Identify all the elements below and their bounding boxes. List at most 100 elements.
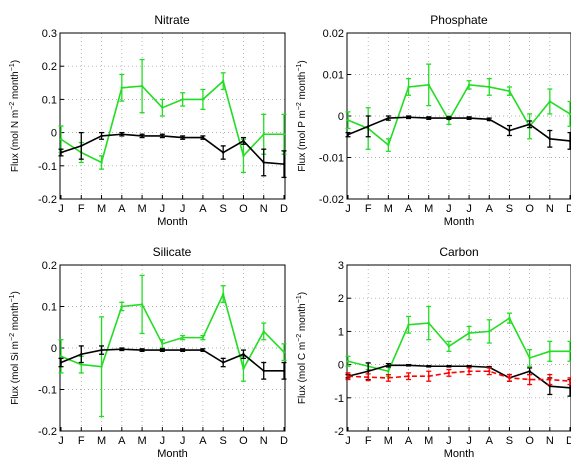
data-point bbox=[407, 85, 410, 89]
series-line bbox=[60, 133, 285, 165]
series-line bbox=[347, 370, 571, 382]
series-1 bbox=[345, 362, 571, 397]
panel-nitrate: J F M A M J J A S O N D-0.2-0.100.10.20.3NitrateMon… bbox=[9, 13, 288, 228]
data-point bbox=[80, 144, 83, 148]
y-tick-label: 0 bbox=[338, 111, 344, 123]
series-line bbox=[347, 364, 571, 389]
data-point bbox=[282, 133, 286, 136]
x-tick-label: M bbox=[97, 203, 106, 215]
x-tick-label: M bbox=[384, 203, 393, 215]
y-label-text: month bbox=[10, 302, 21, 333]
x-tick-label: J bbox=[160, 435, 166, 447]
x-tick-label: A bbox=[405, 203, 413, 215]
y-label-superscript: −1 bbox=[296, 64, 303, 72]
y-tick-label: 0 bbox=[51, 128, 57, 140]
data-point bbox=[201, 136, 205, 139]
data-point bbox=[221, 361, 225, 364]
data-point bbox=[181, 348, 184, 352]
y-label-text: Flux (mol C m bbox=[297, 342, 308, 404]
data-point bbox=[242, 154, 245, 158]
plot-frame bbox=[346, 264, 571, 432]
data-point bbox=[407, 375, 410, 378]
data-point bbox=[387, 370, 390, 373]
data-point bbox=[161, 106, 164, 109]
x-tick-label: N bbox=[260, 203, 268, 215]
y-label-text: ) bbox=[10, 60, 21, 63]
x-tick-label: M bbox=[138, 435, 147, 447]
series-line bbox=[347, 84, 571, 147]
y-tick-label: 2 bbox=[338, 293, 344, 305]
data-point bbox=[282, 162, 286, 166]
data-point bbox=[80, 363, 83, 366]
data-point bbox=[262, 369, 265, 373]
data-point bbox=[467, 370, 471, 373]
x-tick-label: O bbox=[525, 203, 534, 215]
series-line bbox=[60, 348, 284, 372]
x-tick-label: J bbox=[180, 435, 186, 447]
data-point bbox=[488, 85, 491, 89]
y-tick-label: 0 bbox=[338, 360, 344, 372]
y-label-superscript: −2 bbox=[296, 334, 303, 342]
y-label-text: Flux (mol N m bbox=[10, 110, 21, 172]
data-point bbox=[528, 123, 531, 126]
series-line bbox=[347, 116, 571, 142]
data-point bbox=[387, 364, 390, 367]
data-point bbox=[387, 376, 390, 380]
x-tick-label: D bbox=[280, 435, 288, 447]
series-0 bbox=[345, 63, 571, 152]
x-tick-label: D bbox=[566, 203, 571, 215]
series-line bbox=[60, 291, 285, 371]
data-point bbox=[427, 83, 430, 87]
data-point bbox=[80, 353, 83, 356]
x-tick-label: N bbox=[546, 203, 554, 215]
y-tick-label: -0.1 bbox=[38, 385, 57, 397]
y-label-text: ) bbox=[10, 291, 21, 294]
y-tick-label: -0.2 bbox=[38, 194, 57, 206]
data-point bbox=[427, 365, 430, 368]
y-label-text: ) bbox=[297, 292, 308, 295]
data-point bbox=[59, 361, 63, 364]
data-point bbox=[508, 89, 511, 93]
data-point bbox=[508, 376, 511, 380]
y-axis-label: Flux (mol Si m−2 month−1) bbox=[9, 291, 21, 405]
x-tick-label: J bbox=[160, 203, 166, 215]
data-point bbox=[568, 112, 571, 116]
data-point bbox=[262, 133, 265, 136]
y-tick-label: 0.1 bbox=[42, 94, 57, 106]
data-point bbox=[201, 98, 205, 101]
data-point bbox=[262, 161, 265, 164]
data-point bbox=[161, 348, 164, 352]
y-label-superscript: −1 bbox=[9, 63, 16, 71]
y-tick-label: -0.1 bbox=[38, 161, 57, 173]
y-tick-label: -2 bbox=[334, 426, 344, 438]
data-point bbox=[100, 134, 103, 138]
y-label-text: month bbox=[297, 303, 308, 334]
x-tick-label: S bbox=[220, 203, 227, 215]
data-point bbox=[488, 330, 491, 333]
data-point bbox=[120, 133, 124, 136]
data-point bbox=[387, 143, 390, 147]
data-point bbox=[427, 116, 430, 120]
series-1 bbox=[58, 131, 287, 179]
y-tick-label: 0 bbox=[51, 343, 57, 355]
panel-title: Phosphate bbox=[430, 13, 488, 27]
y-tick-label: 3 bbox=[338, 260, 344, 272]
x-tick-label: F bbox=[78, 203, 85, 215]
data-point bbox=[568, 350, 571, 353]
panel-title: Nitrate bbox=[154, 13, 190, 27]
x-tick-label: O bbox=[239, 435, 248, 447]
x-axis-label: Month bbox=[157, 216, 188, 228]
panel-title: Carbon bbox=[439, 245, 478, 259]
data-point bbox=[346, 118, 350, 122]
x-axis-label: Month bbox=[444, 216, 475, 228]
series-1 bbox=[58, 345, 287, 380]
data-point bbox=[467, 83, 471, 87]
data-point bbox=[140, 134, 144, 138]
x-tick-label: J bbox=[466, 435, 472, 447]
data-point bbox=[346, 133, 350, 136]
data-point bbox=[181, 336, 184, 339]
panel-phosphate: J F M A M J J A S O N D-0.02-0.0100.010.02Phosphate… bbox=[296, 13, 571, 228]
x-axis-label: Month bbox=[444, 448, 475, 460]
